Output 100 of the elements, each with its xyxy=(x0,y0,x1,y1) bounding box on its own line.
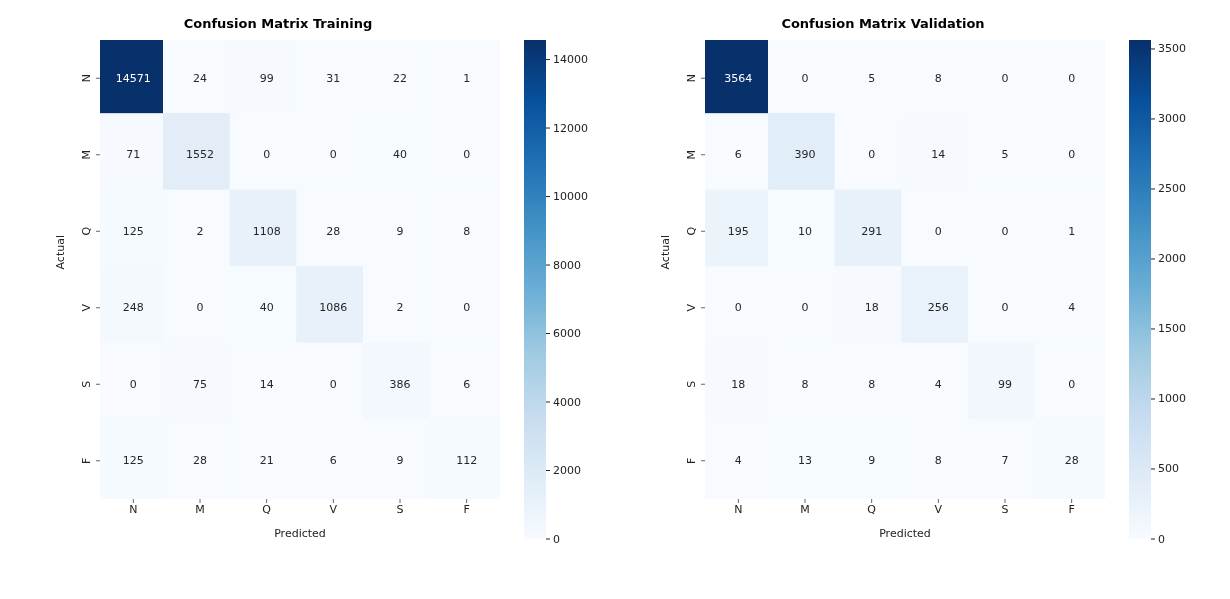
data-label: 1 xyxy=(1068,224,1076,238)
x-tick-label: Q xyxy=(262,502,272,516)
data-label: 28 xyxy=(193,454,207,468)
data-label: 0 xyxy=(1001,71,1009,85)
color-bar-label: 4000 xyxy=(553,395,581,409)
data-label: 28 xyxy=(326,224,341,238)
x-tick-label: V xyxy=(329,502,338,516)
data-label: 21 xyxy=(259,454,274,468)
data-label: 14 xyxy=(931,148,946,162)
data-label: 0 xyxy=(329,148,337,162)
data-label: 125 xyxy=(122,224,144,238)
x-tick-label: V xyxy=(934,502,943,516)
color-bar-label: 0 xyxy=(1158,532,1165,546)
data-label: 40 xyxy=(393,148,407,162)
data-label: 1108 xyxy=(252,224,281,238)
y-tick-label: N xyxy=(80,74,93,83)
data-label: 8 xyxy=(463,224,471,238)
data-label: 8 xyxy=(934,71,942,85)
y-axis-title: Actual xyxy=(658,235,672,270)
data-label: 75 xyxy=(193,377,207,391)
color-bar-label: 12000 xyxy=(553,121,588,135)
data-label: 14 xyxy=(259,377,274,391)
data-label: 4 xyxy=(1068,301,1076,315)
data-label: 40 xyxy=(259,301,274,315)
color-bar-label: 8000 xyxy=(553,258,581,272)
data-label: 22 xyxy=(393,71,407,85)
y-tick-label: S xyxy=(685,380,698,388)
data-label: 1552 xyxy=(186,148,214,162)
data-label: 31 xyxy=(326,71,341,85)
data-label: 13 xyxy=(798,454,812,468)
x-tick-label: Q xyxy=(867,502,877,516)
data-label: 9 xyxy=(868,454,876,468)
data-label: 0 xyxy=(1068,71,1076,85)
data-label: 10 xyxy=(798,224,812,238)
data-label: 0 xyxy=(801,71,809,85)
data-label: 8 xyxy=(801,377,809,391)
x-tick-label: M xyxy=(195,502,205,516)
data-label: 18 xyxy=(731,377,746,391)
data-label: 3564 xyxy=(724,71,753,85)
data-label: 0 xyxy=(1001,301,1009,315)
data-label: 0 xyxy=(196,301,204,315)
data-label: 125 xyxy=(122,454,144,468)
data-label: 18 xyxy=(864,301,879,315)
x-tick-label: N xyxy=(129,502,138,516)
data-label: 195 xyxy=(727,224,749,238)
data-label: 248 xyxy=(122,301,144,315)
data-label: 291 xyxy=(861,224,883,238)
x-tick-label: S xyxy=(396,502,404,516)
data-label: 14571 xyxy=(115,71,151,85)
x-axis-title: Predicted xyxy=(274,527,326,540)
y-tick-label: M xyxy=(685,150,698,160)
data-label: 6 xyxy=(734,148,742,162)
y-tick-label: V xyxy=(80,303,93,312)
x-axis-title: Predicted xyxy=(879,527,931,540)
color-bar-label: 1000 xyxy=(1158,392,1186,406)
data-label: 7 xyxy=(1001,454,1009,468)
data-label: 390 xyxy=(794,148,816,162)
chart-title: Confusion Matrix Training xyxy=(182,16,374,31)
data-label: 4 xyxy=(934,377,942,391)
data-label: 0 xyxy=(463,148,471,162)
data-label: 0 xyxy=(463,301,471,315)
color-bar-label: 2000 xyxy=(1158,252,1186,266)
data-label: 0 xyxy=(1068,377,1076,391)
data-label: 71 xyxy=(126,148,141,162)
y-tick-label: M xyxy=(80,150,93,160)
color-bar-label: 500 xyxy=(1158,462,1179,476)
y-tick-label: F xyxy=(685,457,698,464)
data-label: 0 xyxy=(263,148,271,162)
color-bar-label: 3500 xyxy=(1158,42,1186,56)
data-label: 99 xyxy=(998,377,1012,391)
data-label: 1 xyxy=(463,71,471,85)
data-label: 0 xyxy=(734,301,742,315)
data-label: 2 xyxy=(396,301,404,315)
data-label: 0 xyxy=(1001,224,1009,238)
y-axis-title: Actual xyxy=(53,235,67,270)
color-bar-label: 2500 xyxy=(1158,182,1186,196)
x-tick-label: M xyxy=(800,502,810,516)
color-bar-label: 3000 xyxy=(1158,112,1186,126)
data-label: 99 xyxy=(259,71,274,85)
y-tick-label: F xyxy=(80,457,93,464)
data-label: 8 xyxy=(868,377,876,391)
data-label: 112 xyxy=(456,454,478,468)
data-label: 9 xyxy=(396,454,404,468)
data-label: 2 xyxy=(196,224,204,238)
color-bar-label: 14000 xyxy=(553,53,588,67)
data-label: 5 xyxy=(868,71,876,85)
color-bar-label: 2000 xyxy=(553,464,581,478)
data-label: 0 xyxy=(1068,148,1076,162)
color-bar-label: 0 xyxy=(553,532,560,546)
data-label: 0 xyxy=(129,377,137,391)
x-tick-label: S xyxy=(1001,502,1009,516)
color-bar-label: 1500 xyxy=(1158,322,1186,336)
data-label: 0 xyxy=(934,224,942,238)
data-label: 9 xyxy=(396,224,404,238)
color-bar-label: 6000 xyxy=(553,327,581,341)
data-label: 256 xyxy=(927,301,949,315)
data-label: 8 xyxy=(934,454,942,468)
y-tick-label: V xyxy=(685,303,698,312)
data-label: 5 xyxy=(1001,148,1009,162)
x-tick-label: F xyxy=(463,502,470,516)
